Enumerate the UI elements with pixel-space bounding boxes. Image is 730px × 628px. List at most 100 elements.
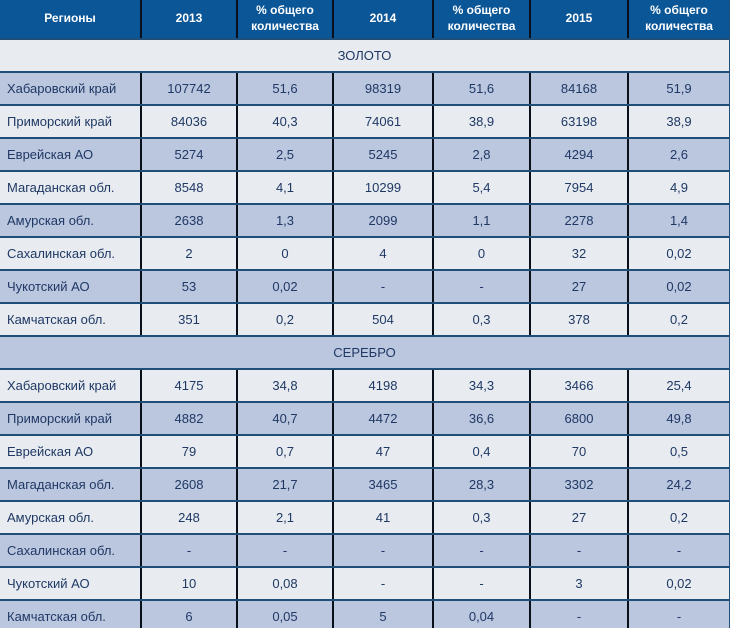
value-cell: 0,02: [236, 269, 333, 304]
value-cell: 2: [140, 236, 237, 271]
value-cell: 0,3: [432, 500, 530, 535]
value-cell: 4: [332, 236, 433, 271]
value-cell: 0,08: [236, 566, 333, 601]
value-cell: 4198: [332, 368, 433, 403]
value-cell: -: [432, 269, 530, 304]
value-cell: 28,3: [432, 467, 530, 502]
value-cell: 84168: [529, 71, 628, 106]
value-cell: 7954: [529, 170, 628, 205]
region-cell: Еврейская АО: [0, 137, 141, 172]
table-header: Регионы 2013% общего количества 2014% обще…: [0, 0, 730, 40]
value-cell: 2,8: [432, 137, 530, 172]
value-cell: 38,9: [627, 104, 730, 139]
value-cell: 53: [140, 269, 237, 304]
table-row: Сахалинская обл. 2 0 4 0 32 0,02: [0, 236, 730, 271]
value-cell: -: [627, 599, 730, 628]
table-row: Хабаровский край 107742 51,6 98319 51,6 84168…: [0, 71, 730, 106]
table-row: Чукотский АО 10 0,08- -3 0,02: [0, 566, 730, 601]
value-cell: 41: [332, 500, 433, 535]
value-cell: -: [236, 533, 333, 568]
region-cell: Еврейская АО: [0, 434, 141, 469]
table-row: Приморский край 84036 40,3 74061 38,9 63198 38…: [0, 104, 730, 139]
value-cell: -: [332, 269, 433, 304]
value-cell: 4472: [332, 401, 433, 436]
value-cell: 0,7: [236, 434, 333, 469]
value-cell: 378: [529, 302, 628, 337]
value-cell: -: [432, 533, 530, 568]
value-cell: 3: [529, 566, 628, 601]
table-row: Чукотский АО 53 0,02- -27 0,02: [0, 269, 730, 304]
value-cell: 40,7: [236, 401, 333, 436]
value-cell: 0,2: [236, 302, 333, 337]
value-cell: -: [332, 533, 433, 568]
section-row-серебро: СЕРЕБРО: [0, 335, 730, 370]
table-row: Камчатская обл. 351 0,2 504 0,3 378 0,2: [0, 302, 730, 337]
column-header-2: % общего количества: [236, 0, 333, 40]
value-cell: 51,6: [432, 71, 530, 106]
value-cell: 40,3: [236, 104, 333, 139]
value-cell: 27: [529, 500, 628, 535]
value-cell: 4,9: [627, 170, 730, 205]
value-cell: 0,05: [236, 599, 333, 628]
value-cell: 3302: [529, 467, 628, 502]
value-cell: 51,6: [236, 71, 333, 106]
value-cell: -: [432, 566, 530, 601]
region-cell: Камчатская обл.: [0, 599, 141, 628]
value-cell: 2,6: [627, 137, 730, 172]
value-cell: 504: [332, 302, 433, 337]
value-cell: 5,4: [432, 170, 530, 205]
region-cell: Хабаровский край: [0, 71, 141, 106]
value-cell: 2608: [140, 467, 237, 502]
table-row: Сахалинская обл. - - - - - -: [0, 533, 730, 568]
value-cell: 38,9: [432, 104, 530, 139]
value-cell: 6800: [529, 401, 628, 436]
value-cell: 10299: [332, 170, 433, 205]
value-cell: 0,2: [627, 302, 730, 337]
section-row-золото: ЗОЛОТО: [0, 38, 730, 73]
value-cell: 25,4: [627, 368, 730, 403]
value-cell: -: [529, 533, 628, 568]
value-cell: -: [529, 599, 628, 628]
value-cell: 34,8: [236, 368, 333, 403]
section-title: СЕРЕБРО: [0, 335, 730, 370]
section-title: ЗОЛОТО: [0, 38, 730, 73]
value-cell: 0,02: [627, 236, 730, 271]
value-cell: 36,6: [432, 401, 530, 436]
table-body: ЗОЛОТО Хабаровский край 107742 51,6 98319 51,…: [0, 38, 730, 628]
table-row: Амурская обл. 248 2,1 41 0,3 27 0,2: [0, 500, 730, 535]
value-cell: 70: [529, 434, 628, 469]
value-cell: 32: [529, 236, 628, 271]
value-cell: 2,5: [236, 137, 333, 172]
table-row: Магаданская обл. 2608 21,7 3465 28,3 3302 24,2: [0, 467, 730, 502]
value-cell: 10: [140, 566, 237, 601]
value-cell: 3465: [332, 467, 433, 502]
value-cell: 79: [140, 434, 237, 469]
value-cell: 3466: [529, 368, 628, 403]
value-cell: 0,3: [432, 302, 530, 337]
value-cell: 5274: [140, 137, 237, 172]
value-cell: 63198: [529, 104, 628, 139]
region-cell: Чукотский АО: [0, 566, 141, 601]
value-cell: 0: [432, 236, 530, 271]
region-cell: Камчатская обл.: [0, 302, 141, 337]
value-cell: 2099: [332, 203, 433, 238]
value-cell: -: [140, 533, 237, 568]
value-cell: 74061: [332, 104, 433, 139]
region-cell: Приморский край: [0, 104, 141, 139]
value-cell: 0,02: [627, 566, 730, 601]
region-cell: Магаданская обл.: [0, 467, 141, 502]
value-cell: 2,1: [236, 500, 333, 535]
value-cell: 49,8: [627, 401, 730, 436]
value-cell: 248: [140, 500, 237, 535]
value-cell: 1,4: [627, 203, 730, 238]
value-cell: 0: [236, 236, 333, 271]
value-cell: 98319: [332, 71, 433, 106]
value-cell: 4882: [140, 401, 237, 436]
region-cell: Магаданская обл.: [0, 170, 141, 205]
value-cell: -: [332, 566, 433, 601]
value-cell: 24,2: [627, 467, 730, 502]
value-cell: 34,3: [432, 368, 530, 403]
table-row: Приморский край 4882 40,7 4472 36,6 6800 49,8: [0, 401, 730, 436]
